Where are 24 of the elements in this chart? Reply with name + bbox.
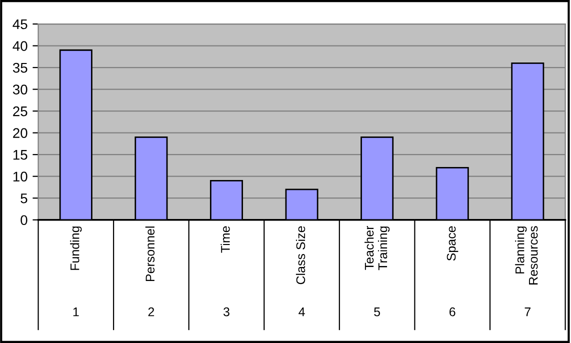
text: 6 (450, 307, 456, 316)
y-tick-label: 20 (13, 128, 28, 138)
x-tick-label: Planning Resources (515, 226, 538, 284)
x-tick-label: Personnel (145, 226, 155, 281)
y-tick-label: 5 (20, 194, 28, 204)
y-tick-label: 30 (12, 84, 28, 94)
y-tick-label: 45 (12, 19, 28, 30)
text: 5 (374, 308, 380, 316)
y-tick-label: 10 (13, 172, 28, 182)
y-tick-label: 0 (20, 215, 28, 226)
x-tick-label: Space (446, 226, 458, 261)
x-tick-label: Time (220, 226, 230, 253)
text: 2 (148, 307, 154, 316)
text: 7 (524, 308, 530, 316)
x-tick-label: Funding (70, 226, 82, 270)
y-tick-label: 25 (13, 106, 28, 116)
x-tick-label: Teacher Training (364, 226, 390, 270)
text: 3 (223, 307, 230, 316)
y-tick-label: 15 (13, 150, 28, 160)
y-tick-label: 40 (12, 41, 28, 51)
x-tick-label: Class Size (296, 226, 306, 284)
text: 1 (73, 308, 79, 316)
text: 4 (298, 308, 305, 316)
y-tick-label: 35 (12, 62, 28, 73)
